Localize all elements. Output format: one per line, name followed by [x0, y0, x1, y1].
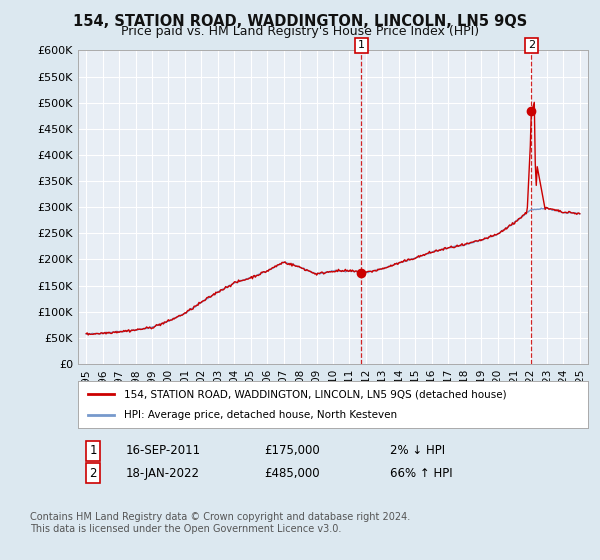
Text: 66% ↑ HPI: 66% ↑ HPI: [390, 466, 452, 480]
Text: 1: 1: [89, 444, 97, 458]
Text: 2: 2: [527, 40, 535, 50]
Text: 2: 2: [89, 466, 97, 480]
Text: Price paid vs. HM Land Registry's House Price Index (HPI): Price paid vs. HM Land Registry's House …: [121, 25, 479, 38]
Text: 2% ↓ HPI: 2% ↓ HPI: [390, 444, 445, 458]
Text: 18-JAN-2022: 18-JAN-2022: [126, 466, 200, 480]
Text: 154, STATION ROAD, WADDINGTON, LINCOLN, LN5 9QS (detached house): 154, STATION ROAD, WADDINGTON, LINCOLN, …: [124, 389, 506, 399]
Text: 1: 1: [358, 40, 365, 50]
Text: Contains HM Land Registry data © Crown copyright and database right 2024.
This d: Contains HM Land Registry data © Crown c…: [30, 512, 410, 534]
Text: £175,000: £175,000: [264, 444, 320, 458]
Text: 16-SEP-2011: 16-SEP-2011: [126, 444, 201, 458]
Text: £485,000: £485,000: [264, 466, 320, 480]
Text: 154, STATION ROAD, WADDINGTON, LINCOLN, LN5 9QS: 154, STATION ROAD, WADDINGTON, LINCOLN, …: [73, 14, 527, 29]
Text: HPI: Average price, detached house, North Kesteven: HPI: Average price, detached house, Nort…: [124, 410, 397, 420]
